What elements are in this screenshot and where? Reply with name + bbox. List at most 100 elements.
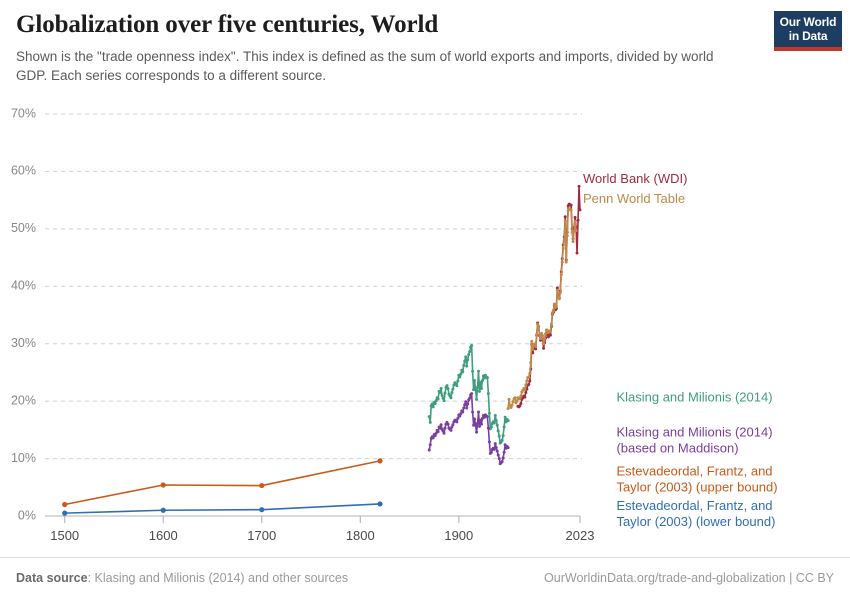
series-point xyxy=(455,384,459,388)
series-point xyxy=(475,397,479,401)
chart-plot-area: 0% 10% 20% 30% 40% 50% 60% 70% 1500 1600 1700 1800 1… xyxy=(0,96,850,558)
owid-logo[interactable]: Our World in Data xyxy=(774,11,842,51)
series-point xyxy=(527,375,531,379)
series-point xyxy=(528,379,532,383)
series-group xyxy=(427,392,510,466)
series-point xyxy=(458,414,462,418)
series-point xyxy=(518,404,522,408)
series-point xyxy=(489,450,493,454)
series-point xyxy=(486,426,490,430)
series-point xyxy=(551,308,555,312)
series-point xyxy=(492,421,496,425)
series-point xyxy=(548,333,552,337)
series-point xyxy=(511,400,515,404)
series-point xyxy=(451,423,455,427)
series-point xyxy=(493,414,497,417)
series-point xyxy=(434,399,438,403)
series-point xyxy=(430,402,434,406)
series-point xyxy=(479,387,483,391)
series-point xyxy=(451,387,455,391)
series-point xyxy=(575,251,579,255)
series-legend-label[interactable]: Penn World Table xyxy=(583,192,685,207)
series-point xyxy=(539,337,543,341)
series-point xyxy=(515,399,519,403)
series-legend-label[interactable]: Estevadeordal, Frantz, and Taylor (2003) … xyxy=(616,498,775,529)
series-legend-label[interactable]: World Bank (WDI) xyxy=(583,171,688,186)
series-point xyxy=(548,330,552,334)
series-point xyxy=(531,347,535,351)
series-point xyxy=(509,405,513,409)
series-point xyxy=(433,401,437,405)
y-axis-tick-label: 30% xyxy=(11,336,36,350)
series-point xyxy=(461,410,465,414)
series-point xyxy=(537,325,541,329)
series-point xyxy=(496,453,500,457)
series-point xyxy=(445,384,449,388)
series-point xyxy=(473,378,477,382)
series-point xyxy=(534,347,538,351)
series-point xyxy=(476,385,480,389)
series-point xyxy=(495,423,499,427)
series-point xyxy=(461,370,465,374)
series-legend-label[interactable]: Estevadeordal, Frantz, and Taylor (2003) … xyxy=(616,464,777,495)
series-point xyxy=(463,403,467,407)
series-point xyxy=(479,422,483,426)
series-point xyxy=(455,420,459,424)
series-point xyxy=(486,392,490,396)
series-point xyxy=(558,291,562,295)
x-axis-tick-label: 1800 xyxy=(346,528,375,543)
series-point xyxy=(462,364,466,368)
series-point xyxy=(507,397,511,401)
series-group xyxy=(62,501,383,516)
series-point xyxy=(464,400,468,404)
x-axis-tick-label: 1700 xyxy=(247,528,276,543)
series-point xyxy=(427,448,431,452)
series-point xyxy=(259,507,265,513)
series-point xyxy=(489,425,493,429)
series-point xyxy=(377,458,383,464)
chart-footer: Data source: Klasing and Milionis (2014)… xyxy=(0,557,850,600)
series-point xyxy=(555,288,559,292)
series-point xyxy=(474,388,478,392)
series-point xyxy=(441,429,445,433)
series-point xyxy=(497,457,501,461)
series-point xyxy=(503,443,507,447)
series-point xyxy=(561,246,565,250)
series-point xyxy=(465,364,469,368)
series-point xyxy=(569,203,573,207)
series-line xyxy=(63,460,381,506)
series-point xyxy=(574,229,578,233)
series-point xyxy=(459,372,463,376)
series-point xyxy=(497,434,501,438)
series-point xyxy=(576,218,580,222)
series-legend-label[interactable]: Klasing and Milionis (2014) xyxy=(616,390,772,405)
series-point xyxy=(557,297,561,301)
series-point xyxy=(546,335,550,339)
series-point xyxy=(563,219,567,223)
series-group xyxy=(427,343,510,445)
series-point xyxy=(456,379,460,383)
series-point xyxy=(500,459,504,463)
series-point xyxy=(463,359,467,363)
series-point xyxy=(578,208,582,212)
series-point xyxy=(450,391,454,395)
attribution-link[interactable]: OurWorldinData.org/trade-and-globalizati… xyxy=(544,571,834,585)
series-point xyxy=(528,372,532,376)
series-point xyxy=(439,387,443,391)
series-point xyxy=(502,425,506,429)
series-point xyxy=(560,260,564,264)
series-legend-label[interactable]: Klasing and Milionis (2014) (based on Mad… xyxy=(616,425,772,456)
series-point xyxy=(500,438,504,442)
series-point xyxy=(542,346,546,350)
series-point xyxy=(62,510,68,516)
series-point xyxy=(473,417,477,421)
series-point xyxy=(478,418,482,422)
series-point xyxy=(485,376,489,380)
series-point xyxy=(434,431,438,435)
y-axis-tick-label: 50% xyxy=(11,221,36,235)
series-point xyxy=(565,234,569,238)
series-point xyxy=(518,396,522,400)
series-point xyxy=(554,304,558,308)
y-axis-tick-label: 20% xyxy=(11,393,36,407)
